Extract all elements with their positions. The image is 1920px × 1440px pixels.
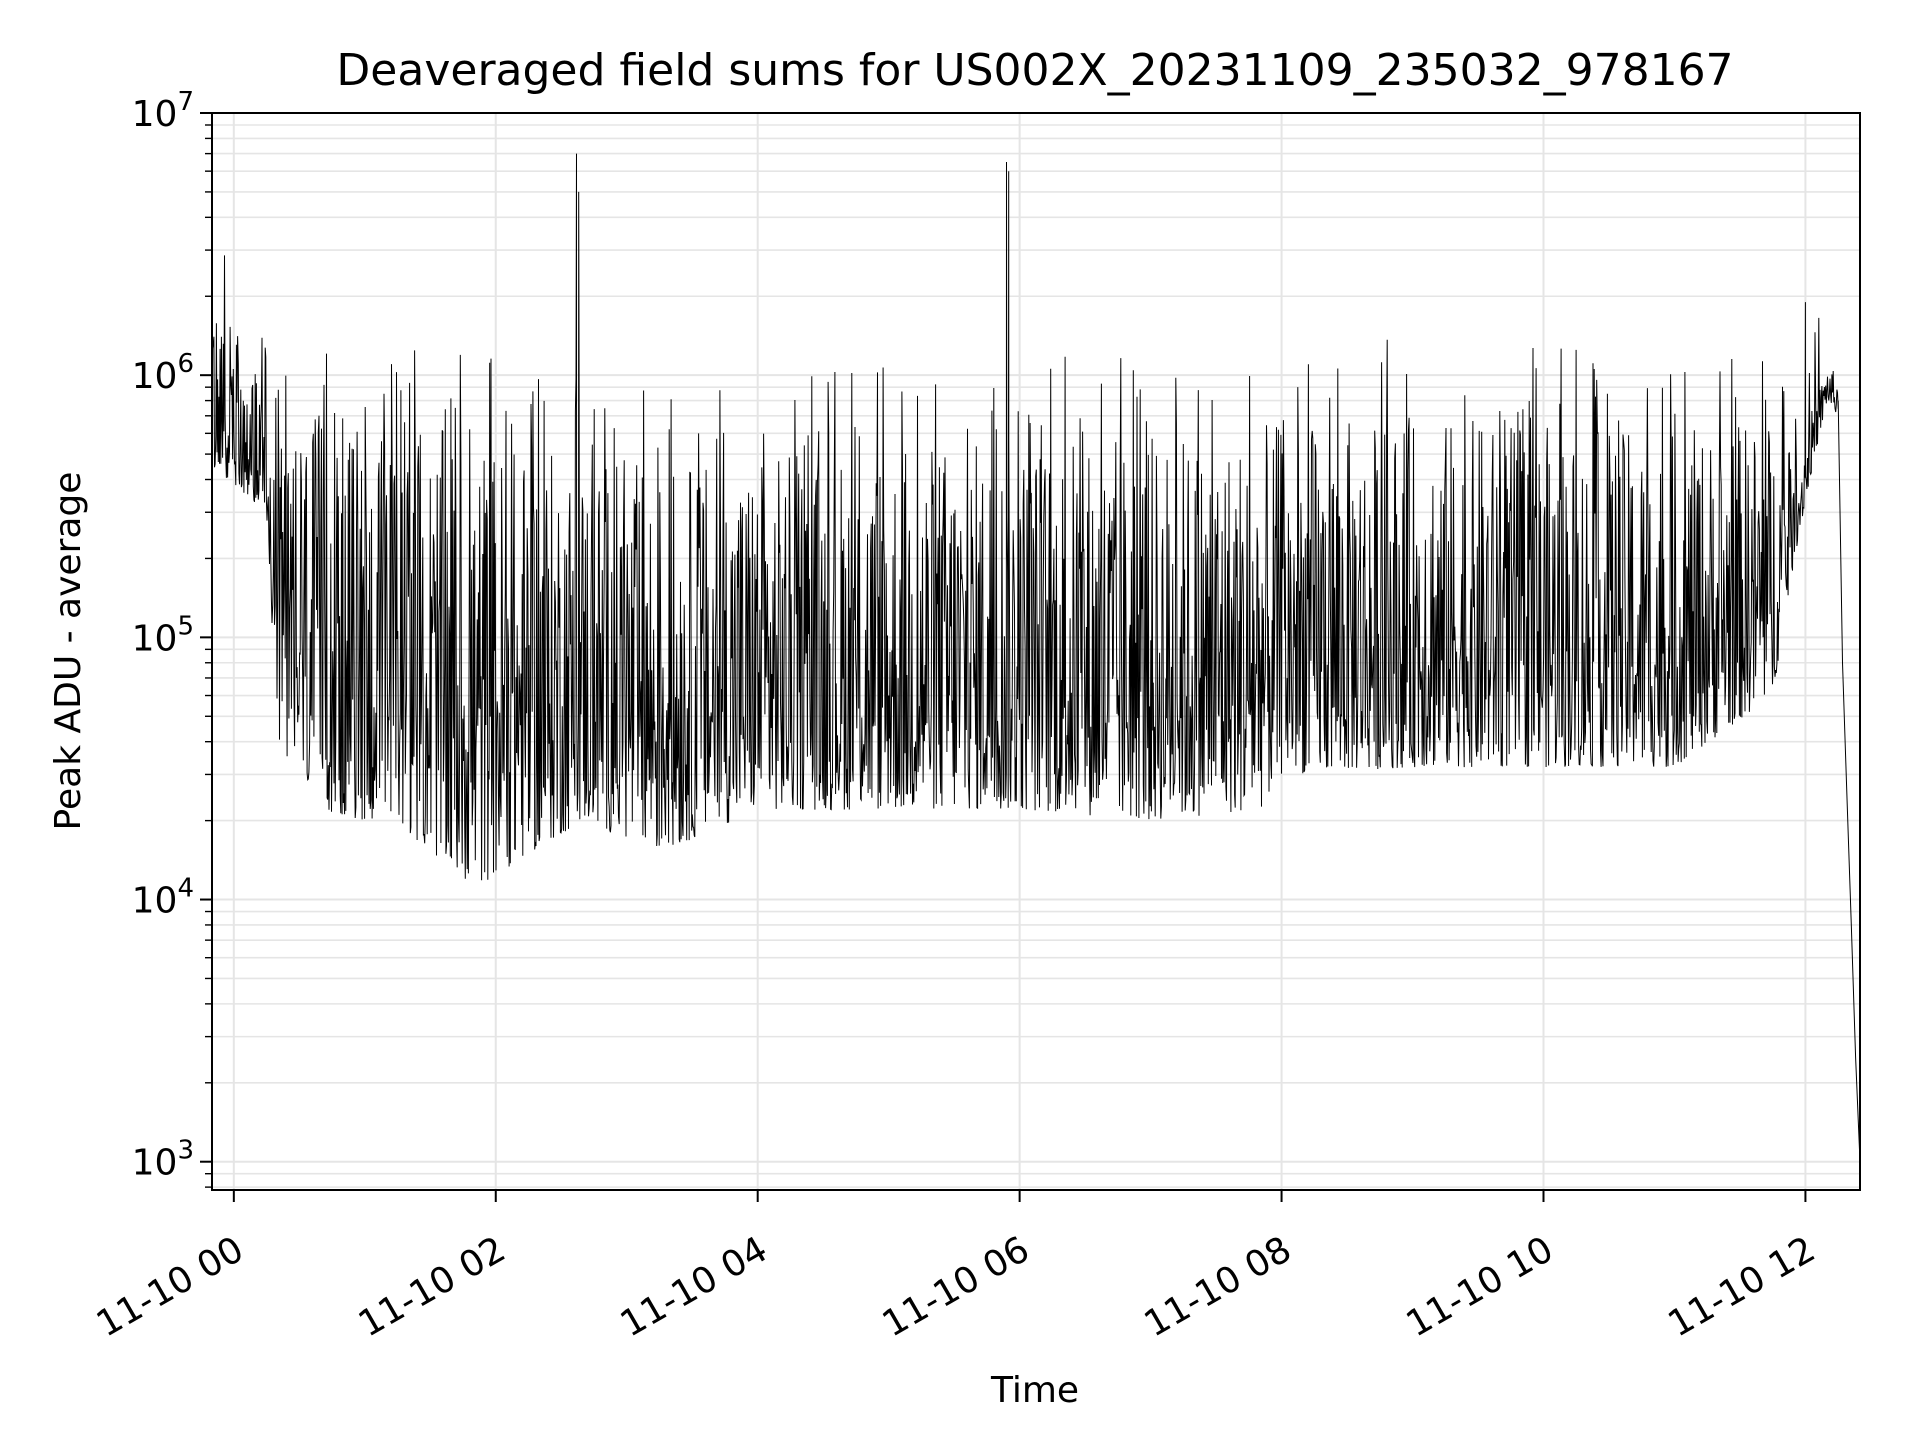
y-tick-label: 104 bbox=[132, 874, 194, 922]
x-axis-label: Time bbox=[990, 1370, 1079, 1411]
y-axis-label: Peak ADU - average bbox=[48, 472, 89, 831]
y-tick-label: 105 bbox=[132, 611, 194, 659]
series-line bbox=[211, 153, 1861, 1162]
y-tick-label: 106 bbox=[132, 349, 194, 397]
data-layer bbox=[211, 153, 1861, 1162]
plot-frame bbox=[211, 112, 1861, 1191]
grid-layer bbox=[212, 112, 1860, 1190]
chart-title: Deaveraged field sums for US002X_2023110… bbox=[336, 45, 1733, 96]
y-tick-label: 107 bbox=[132, 87, 194, 135]
y-tick-label: 103 bbox=[132, 1136, 194, 1184]
